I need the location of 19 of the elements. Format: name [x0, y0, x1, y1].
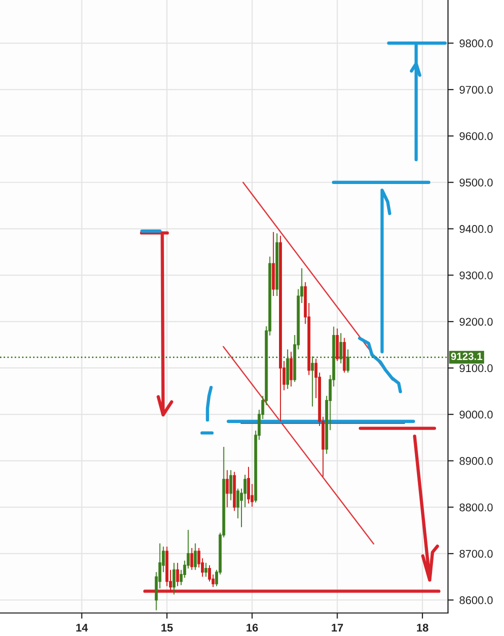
y-tick-label: 9500.0: [460, 178, 493, 187]
ref-line-label: 9123.1: [451, 352, 482, 360]
y-tick-label: 9600.0: [460, 132, 493, 140]
x-tick-label: 17: [332, 624, 343, 632]
x-tick-label: 18: [416, 624, 428, 632]
y-tick-label: 8800.0: [460, 503, 493, 512]
y-tick-label: 9700.0: [460, 86, 493, 94]
y-tick-label: 8900.0: [460, 457, 493, 465]
y-tick-label: 8600.0: [460, 596, 493, 604]
y-tick-label: 9100.0: [460, 364, 493, 372]
x-tick-label: 16: [246, 624, 258, 632]
x-tick-label: 14: [76, 624, 88, 632]
y-tick-label: 8700.0: [460, 550, 493, 558]
x-tick-label: 15: [161, 624, 173, 632]
y-tick-label: 9300.0: [460, 271, 493, 280]
y-tick-label: 9400.0: [460, 225, 493, 233]
y-tick-label: 9200.0: [460, 318, 493, 326]
y-tick-label: 9800.0: [460, 39, 493, 48]
y-tick-label: 9000.0: [460, 410, 493, 419]
